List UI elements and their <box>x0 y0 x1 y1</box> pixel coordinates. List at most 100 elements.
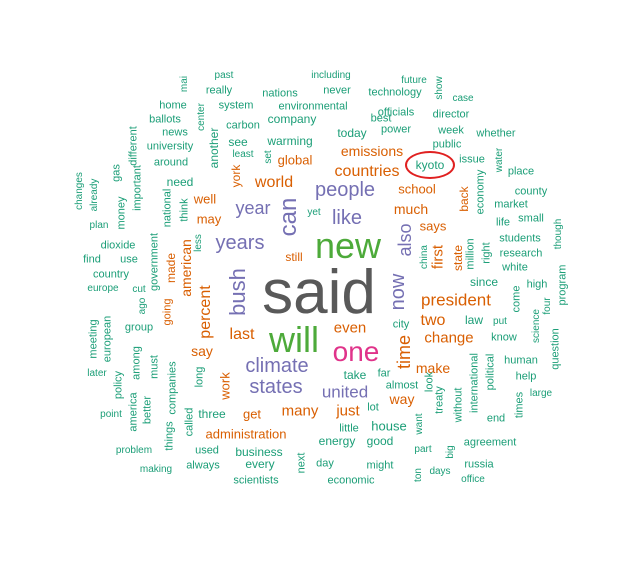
word-used: used <box>195 444 219 457</box>
word-one: one <box>332 336 380 367</box>
word-years: years <box>215 232 265 254</box>
word-agreement: agreement <box>463 436 517 449</box>
word-climate: climate <box>245 355 309 377</box>
word-first: first <box>429 244 447 270</box>
word-also: also <box>395 223 415 257</box>
word-house: house <box>371 418 407 434</box>
word-question: question <box>549 328 562 370</box>
word-company: company <box>267 112 317 126</box>
word-without: without <box>452 387 465 423</box>
word-three: three <box>198 407 226 421</box>
word-though: though <box>553 218 564 250</box>
word-making: making <box>139 464 173 475</box>
word-gas: gas <box>110 164 123 182</box>
word-carbon: carbon <box>226 119 260 132</box>
word-people: people <box>314 179 376 201</box>
word-important: important <box>131 165 144 211</box>
word-work: work <box>217 372 233 400</box>
word-already: already <box>89 178 100 212</box>
word-kyoto: kyoto <box>415 158 445 172</box>
word-united: united <box>321 382 369 402</box>
word-china: china <box>419 245 430 269</box>
word-university: university <box>146 140 194 153</box>
kyoto-highlight-circle <box>405 151 455 179</box>
word-can: can <box>275 197 302 237</box>
word-technology: technology <box>368 86 422 99</box>
word-almost: almost <box>385 379 419 392</box>
word-said: said <box>262 258 376 327</box>
word-problem: problem <box>115 445 153 456</box>
word-america: america <box>127 392 140 432</box>
word-today: today <box>337 126 367 140</box>
word-administration: administration <box>205 426 287 442</box>
word-home: home <box>159 99 187 112</box>
word-europe: europe <box>87 283 119 294</box>
word-get: get <box>242 406 262 422</box>
word-energy: energy <box>318 434 356 448</box>
word-around: around <box>153 156 189 169</box>
word-life: life <box>495 216 511 229</box>
word-power: power <box>381 123 411 136</box>
word-scientists: scientists <box>233 474 279 487</box>
word-president: president <box>421 290 491 310</box>
word-another: another <box>207 127 221 169</box>
word-american: american <box>178 239 194 297</box>
word-plan: plan <box>89 220 109 231</box>
word-every: every <box>245 457 275 471</box>
word-warming: warming <box>267 134 313 148</box>
word-later: later <box>87 368 107 379</box>
word-nations: nations <box>262 87 298 100</box>
word-past: past <box>214 70 234 81</box>
word-white: white <box>502 261 528 274</box>
word-little: little <box>339 422 359 435</box>
word-money: money <box>115 196 128 230</box>
word-water: water <box>494 147 505 173</box>
word-political: political <box>484 353 497 391</box>
word-best: best <box>370 112 392 125</box>
word-want: want <box>414 413 425 435</box>
word-two: two <box>420 312 446 329</box>
word-small: small <box>518 212 544 225</box>
word-days: days <box>429 466 451 477</box>
word-future: future <box>401 75 427 86</box>
word-center: center <box>196 103 207 131</box>
word-states: states <box>249 376 303 398</box>
word-right: right <box>480 242 493 264</box>
word-long: long <box>193 366 206 388</box>
word-called: called <box>183 407 196 437</box>
word-market: market <box>494 198 528 211</box>
word-day: day <box>316 457 334 470</box>
word-since: since <box>469 275 499 289</box>
word-way: way <box>389 391 415 407</box>
word-use: use <box>120 253 138 266</box>
word-time: time <box>394 334 414 370</box>
word-mai: mai <box>179 75 190 93</box>
word-million: million <box>464 238 477 270</box>
word-research: research <box>499 247 543 260</box>
word-four: four <box>542 297 553 315</box>
word-much: much <box>393 201 429 217</box>
word-always: always <box>186 459 220 472</box>
word-city: city <box>392 318 410 331</box>
word-set: set <box>263 150 274 164</box>
word-case: case <box>452 93 474 104</box>
word-school: school <box>398 181 436 197</box>
word-year: year <box>235 198 271 218</box>
word-including: including <box>311 70 351 81</box>
word-going: going <box>161 298 174 326</box>
word-big: big <box>445 445 456 459</box>
word-countries: countries <box>334 163 400 180</box>
word-dioxide: dioxide <box>100 239 136 252</box>
word-european: european <box>101 315 114 363</box>
word-things: things <box>163 421 176 451</box>
word-might: might <box>366 459 394 472</box>
word-like: like <box>331 207 363 229</box>
word-global: global <box>277 152 313 168</box>
word-bush: bush <box>225 268 250 316</box>
word-national: national <box>161 188 174 228</box>
word-end: end <box>486 412 506 425</box>
word-less: less <box>193 234 204 252</box>
word-well: well <box>193 191 217 207</box>
word-economy: economy <box>474 169 487 215</box>
